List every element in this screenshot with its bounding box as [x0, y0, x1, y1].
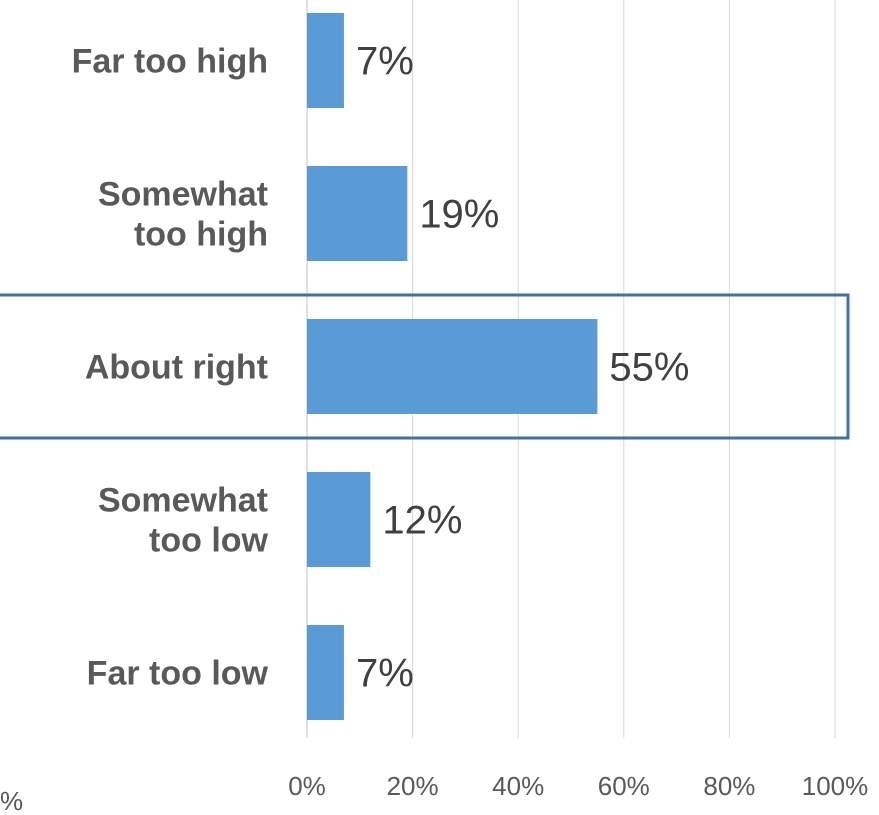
x-tick-label: 0% — [288, 771, 326, 801]
data-label: 7% — [356, 652, 414, 696]
bar — [307, 319, 598, 414]
data-label: 19% — [419, 193, 499, 237]
data-label: 12% — [382, 499, 462, 543]
data-label: 7% — [356, 40, 414, 84]
category-label: About right — [85, 349, 268, 387]
category-label: Far too high — [72, 43, 268, 81]
category-label: Far too low — [87, 655, 269, 693]
data-label: 55% — [609, 346, 689, 390]
x-tick-label: 60% — [598, 771, 650, 801]
x-tick-label: 40% — [492, 771, 544, 801]
x-axis-tick-labels: 0% 20% 40% 60% 80% 100% — [288, 771, 868, 801]
bar — [307, 625, 344, 720]
data-labels: 7% 19% 55% 12% 7% — [356, 40, 690, 696]
highlight-box — [0, 293, 850, 440]
category-label: Somewhat — [98, 482, 268, 520]
bar — [307, 472, 371, 567]
stray-tick-fragment: % — [0, 786, 23, 815]
category-label: Somewhat — [98, 176, 268, 214]
category-label: too low — [149, 522, 269, 560]
x-tick-label: 100% — [802, 771, 869, 801]
bar — [307, 13, 344, 108]
x-tick-label: 80% — [703, 771, 755, 801]
bar — [307, 166, 408, 261]
x-tick-label: 20% — [387, 771, 439, 801]
bars — [307, 13, 598, 720]
category-label: too high — [134, 216, 268, 254]
